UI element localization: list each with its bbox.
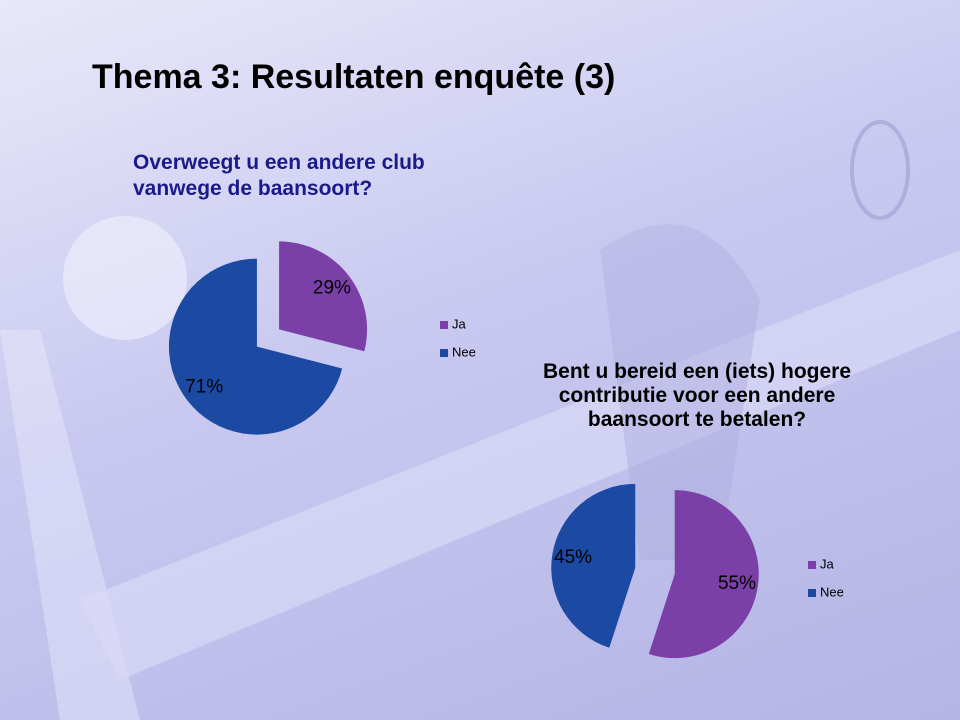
data-label: 55%	[718, 573, 756, 594]
data-label: 29%	[313, 277, 351, 298]
pie-slice	[279, 241, 368, 352]
legend-swatch	[808, 589, 816, 597]
pie-slice	[648, 490, 759, 659]
tennis-ball	[63, 216, 187, 340]
pie-slice	[168, 258, 343, 435]
legend-swatch	[440, 349, 448, 357]
legend-label: Ja	[452, 316, 467, 331]
slide-title: Thema 3: Resultaten enquête (3)	[92, 58, 616, 96]
pie-slice	[551, 483, 636, 648]
legend-swatch	[440, 321, 448, 329]
legend-label: Ja	[820, 556, 835, 571]
background-decoration	[0, 120, 960, 720]
legend-label: Nee	[452, 344, 476, 359]
racket	[850, 120, 910, 220]
chart-title: Bent u bereid een (iets) hogere contribu…	[542, 360, 852, 431]
player-silhouette	[600, 224, 760, 561]
chart-title: Overweegt u een andere club vanwege de b…	[133, 151, 425, 200]
data-label: 71%	[185, 377, 223, 398]
legend-swatch	[808, 561, 816, 569]
court-line	[0, 330, 140, 720]
legend-label: Nee	[820, 584, 844, 599]
court-line	[80, 250, 960, 680]
data-label: 45%	[554, 547, 592, 568]
